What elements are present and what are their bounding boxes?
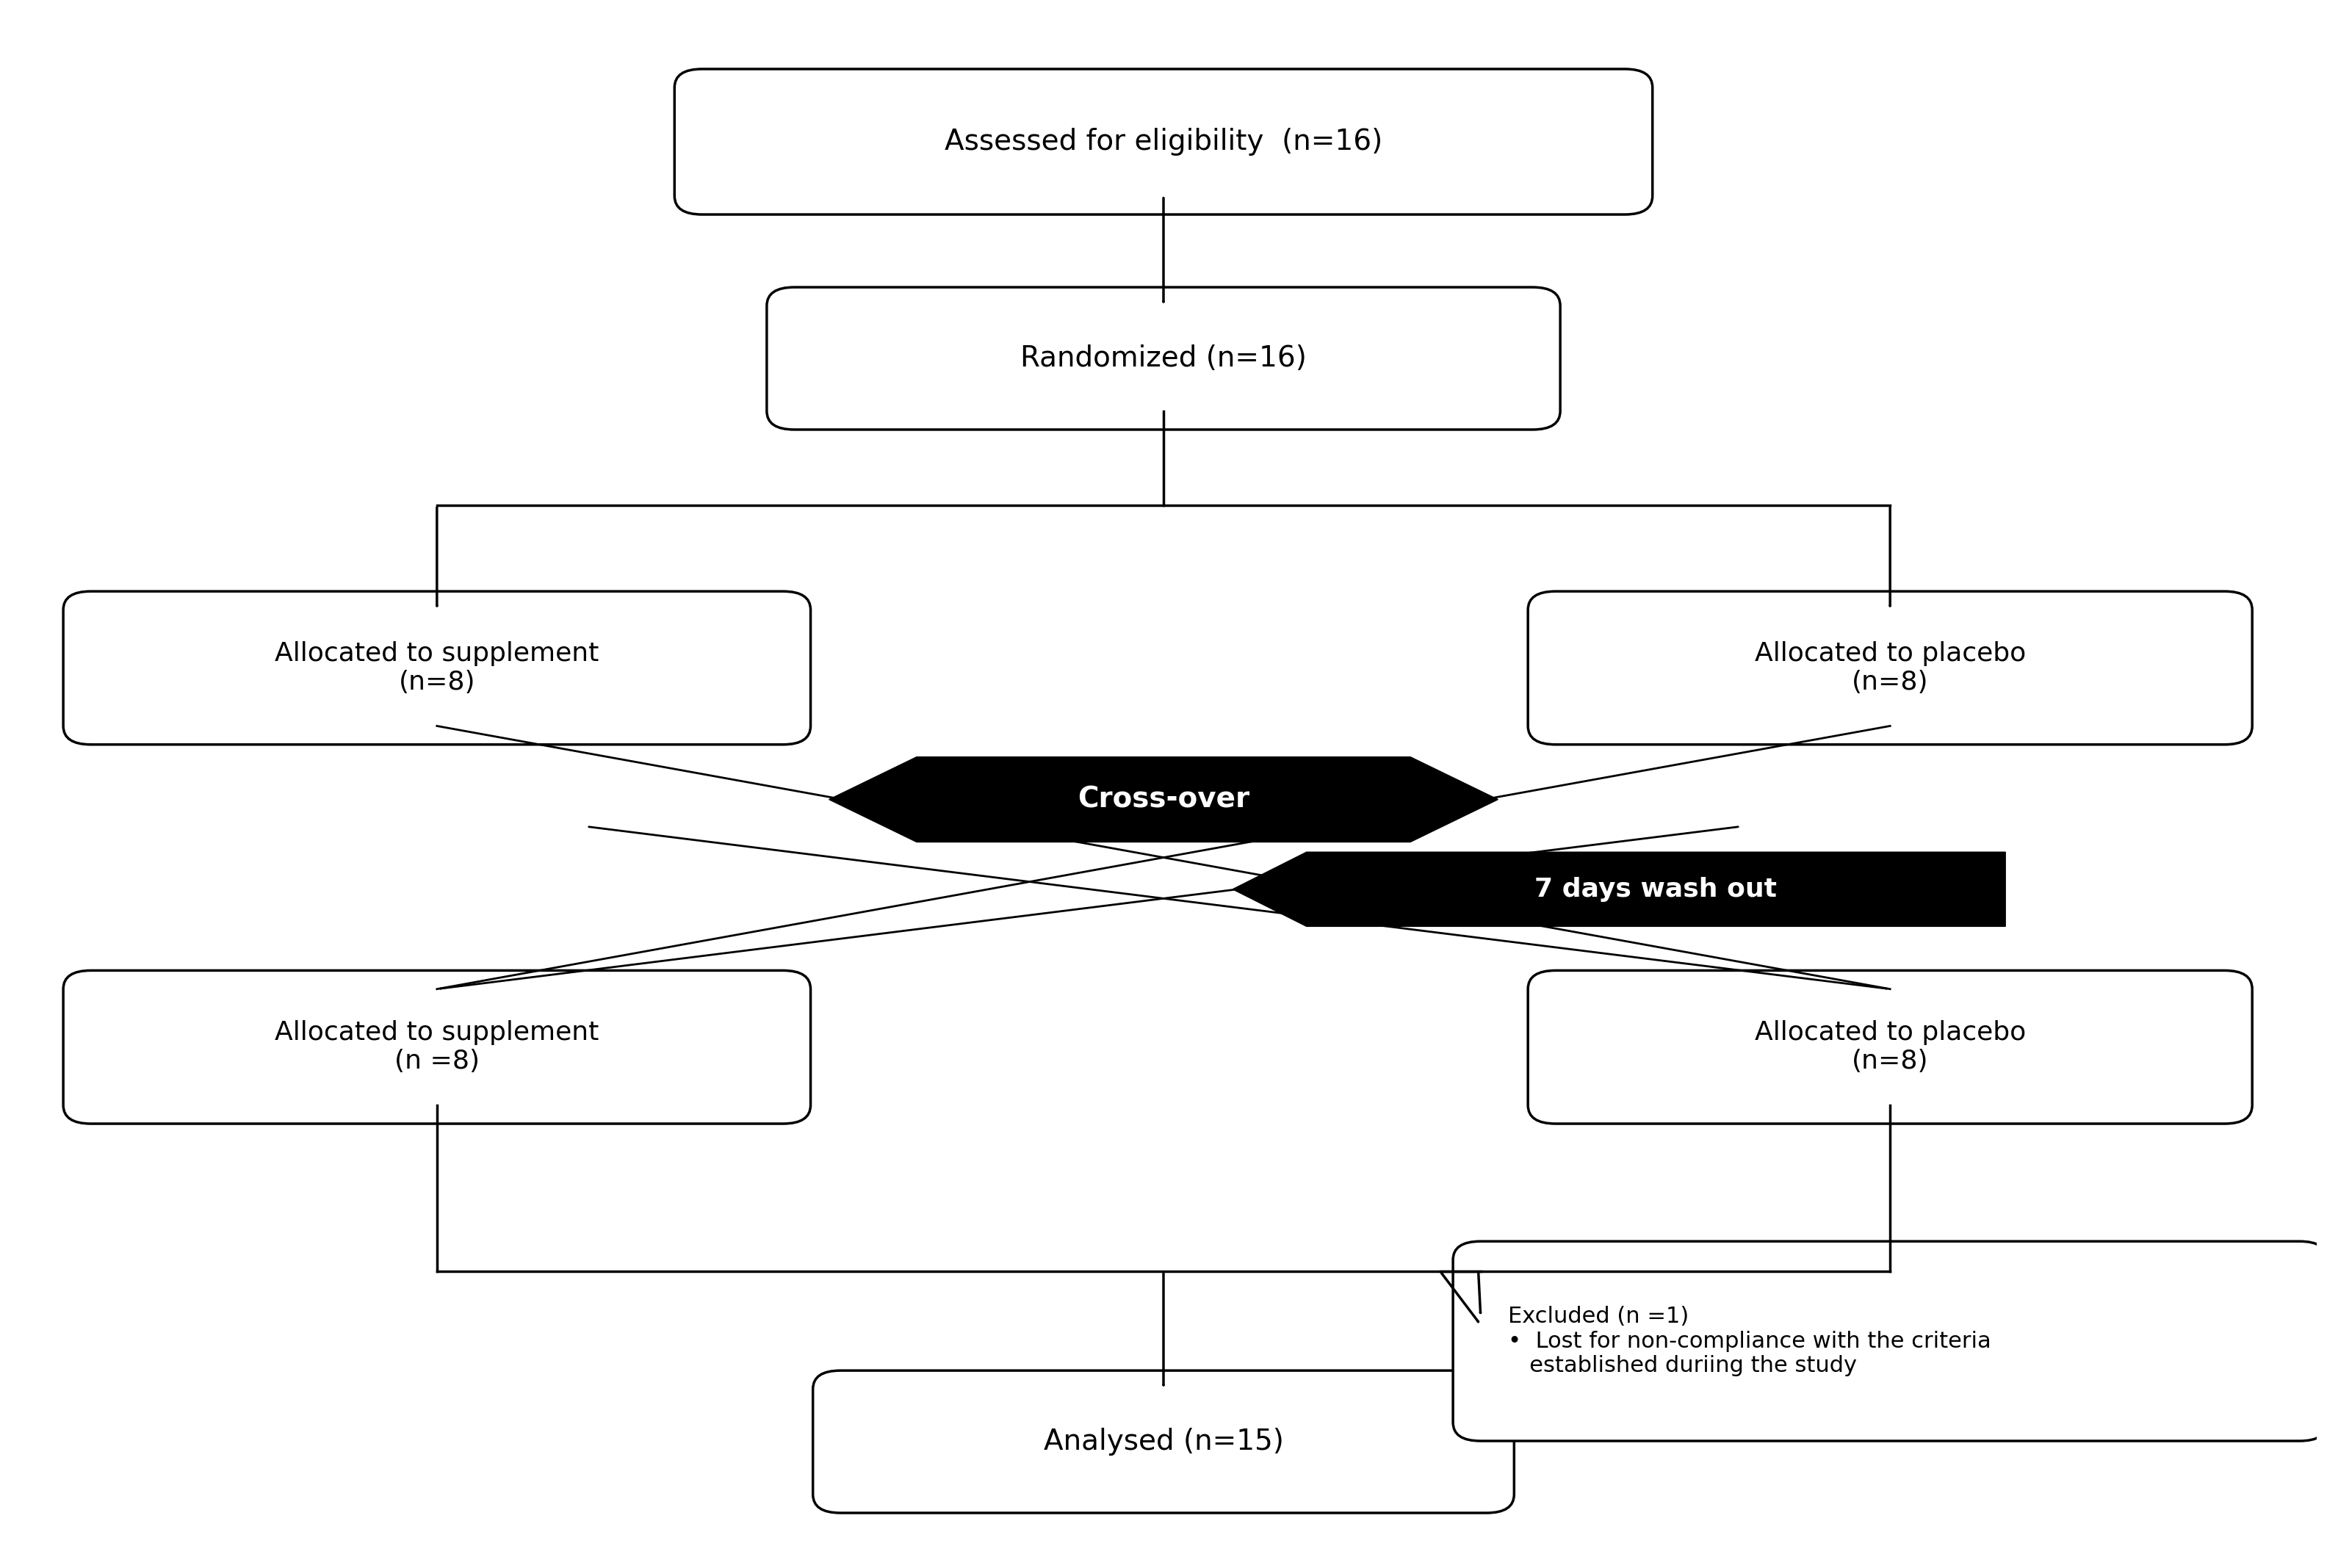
FancyBboxPatch shape [812, 1370, 1515, 1513]
Text: Excluded (n =1)
•  Lost for non-compliance with the criteria
   established duri: Excluded (n =1) • Lost for non-complianc… [1508, 1306, 1992, 1377]
FancyBboxPatch shape [63, 591, 810, 745]
Text: 7 days wash out: 7 days wash out [1536, 877, 1778, 902]
FancyBboxPatch shape [1452, 1242, 2327, 1441]
FancyBboxPatch shape [1529, 591, 2253, 745]
Text: Randomized (n=16): Randomized (n=16) [1019, 345, 1308, 372]
Text: Allocated to placebo
(n=8): Allocated to placebo (n=8) [1755, 1021, 2027, 1074]
Text: Cross-over: Cross-over [1077, 786, 1250, 814]
FancyBboxPatch shape [675, 69, 1652, 215]
Polygon shape [1233, 851, 2006, 927]
Polygon shape [828, 757, 1499, 842]
FancyBboxPatch shape [63, 971, 810, 1124]
Text: Analysed (n=15): Analysed (n=15) [1042, 1428, 1285, 1455]
FancyBboxPatch shape [768, 287, 1559, 430]
FancyBboxPatch shape [1529, 971, 2253, 1124]
Text: Allocated to supplement
(n =8): Allocated to supplement (n =8) [275, 1021, 598, 1074]
Text: Allocated to placebo
(n=8): Allocated to placebo (n=8) [1755, 641, 2027, 695]
Text: Allocated to supplement
(n=8): Allocated to supplement (n=8) [275, 641, 598, 695]
Text: Assessed for eligibility  (n=16): Assessed for eligibility (n=16) [945, 129, 1382, 155]
